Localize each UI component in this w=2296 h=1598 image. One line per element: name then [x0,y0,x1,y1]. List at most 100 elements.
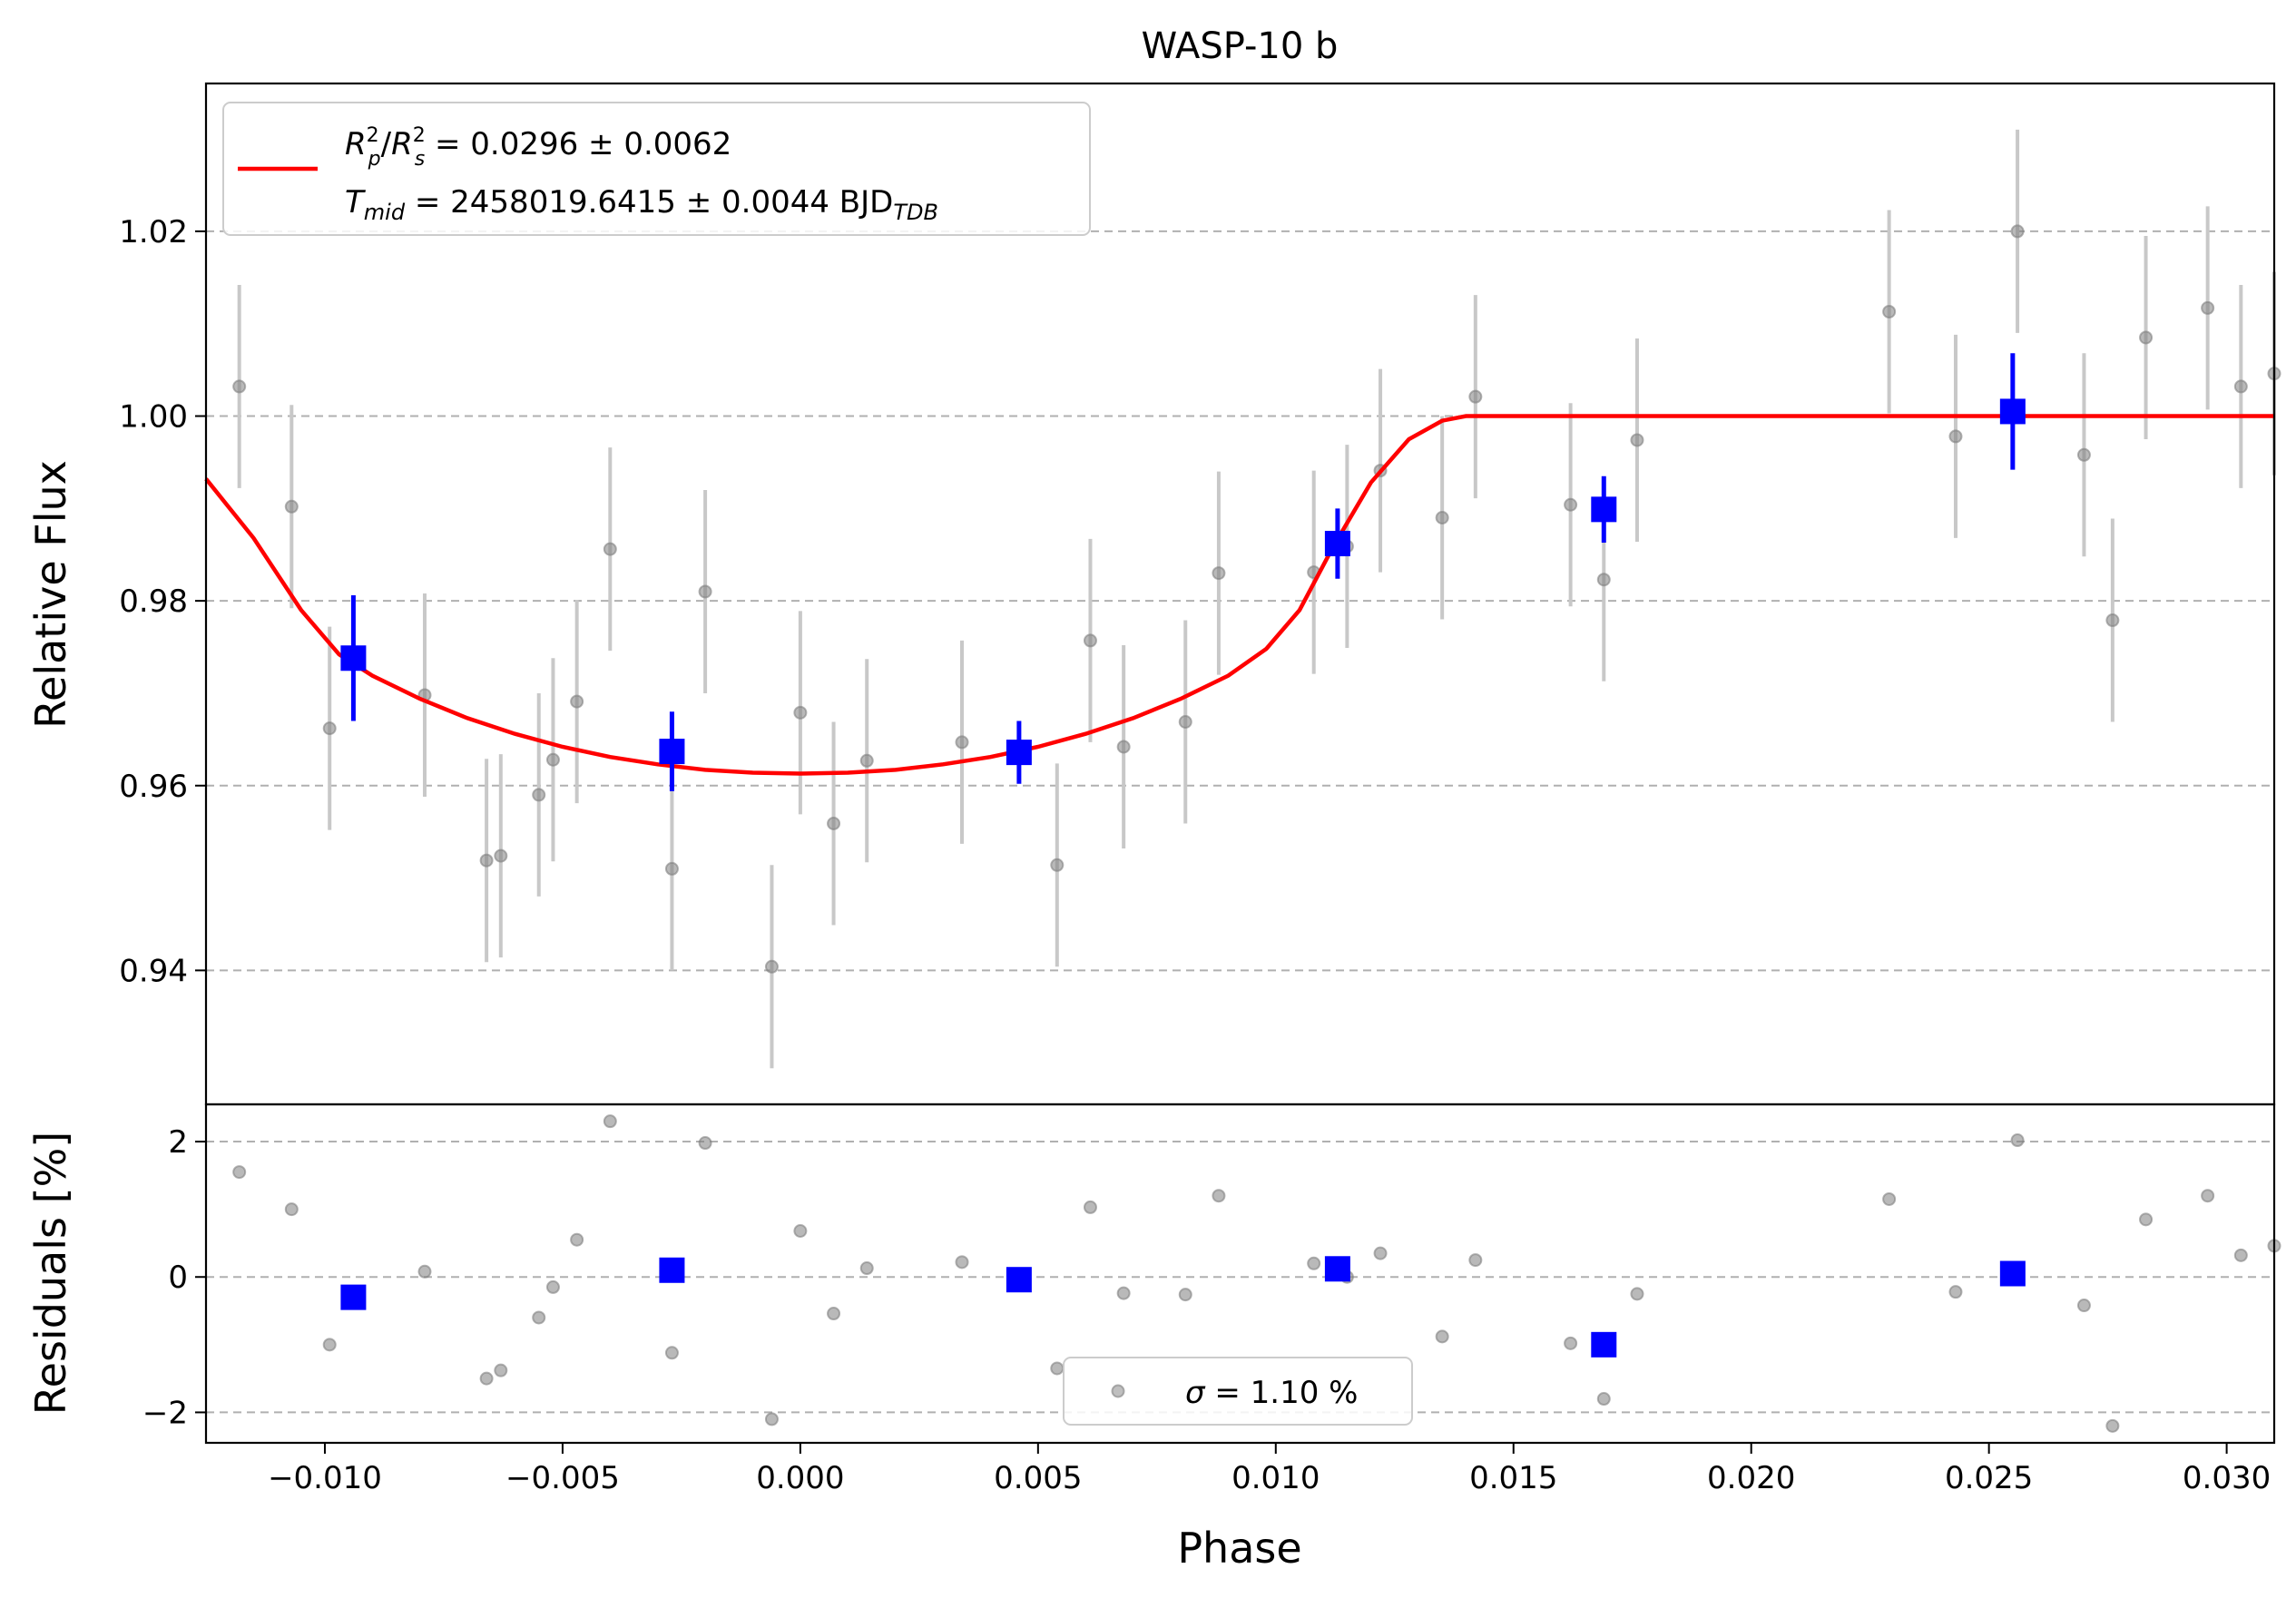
x-tick-label: 0.020 [1707,1460,1795,1496]
residual-raw-point [494,1363,508,1377]
main-y-tick-label: 0.96 [119,769,188,805]
residual-raw-point [2076,1299,2091,1313]
residual-raw-point [764,1412,779,1426]
residuals-legend: σ = 1.10 % [1063,1357,1413,1426]
residual-raw-point [1435,1329,1449,1344]
residual-raw-point [1564,1336,1578,1350]
residual-raw-point [284,1202,299,1217]
residual-raw-point [603,1114,617,1129]
residual-binned-point [1006,1267,1032,1293]
raw-data-point [1948,429,1963,444]
residual-raw-point [545,1279,560,1294]
residuals-binned-points [340,1256,2026,1358]
residual-raw-point [793,1224,808,1239]
binned-data-point [1999,398,2026,425]
x-axis-title: Phase [1177,1524,1301,1573]
legend-sigma: σ = 1.10 % [1185,1375,1358,1411]
residual-raw-point [1596,1392,1611,1407]
raw-data-point [232,379,247,394]
residual-raw-point [232,1165,247,1180]
raw-data-point [1564,497,1578,512]
residual-raw-point [1948,1285,1963,1299]
residual-raw-point [955,1255,969,1270]
residuals-y-tick-label: 0 [168,1260,188,1296]
raw-data-point [2139,330,2154,345]
raw-data-point [859,753,874,768]
raw-data-point [1178,715,1192,730]
raw-data-point [284,499,299,514]
raw-data-point [1083,633,1097,648]
raw-data-point [764,959,779,974]
binned-data-point [1324,531,1350,557]
raw-data-point [1882,304,1897,319]
residual-raw-point [1050,1361,1065,1376]
binned-data-point [659,739,685,765]
raw-data-point [955,735,969,750]
residual-raw-point [1468,1253,1483,1268]
residual-raw-point [2139,1212,2154,1227]
x-tick-label: 0.010 [1231,1460,1320,1496]
residual-raw-point [2010,1133,2025,1148]
residual-binned-point [1324,1256,1350,1282]
residual-raw-point [479,1371,494,1386]
raw-data-point [1212,566,1226,581]
x-tick-label: 0.030 [2183,1460,2271,1496]
main-y-tick-label: 1.02 [119,214,188,250]
raw-data-point [532,788,546,802]
residual-raw-point [1083,1200,1097,1214]
raw-data-point [1116,740,1131,754]
residual-binned-point [340,1284,367,1310]
raw-data-point [2233,379,2248,394]
main-raw-points [232,224,2281,974]
raw-data-point [2076,447,2091,462]
raw-data-point [2105,613,2120,628]
residual-raw-point [1178,1288,1192,1302]
main-legend: R2 p/R2 s = 0.0296 ± 0.0062 Tmid = 2458019… [222,102,1091,236]
residual-raw-point [532,1310,546,1325]
main-y-tick-label: 0.94 [119,953,188,989]
residuals-panel: −2 0 2 −0.010 −0.005 0.000 0.005 0.010 0.015 0.0… [26,1103,2281,1573]
x-tick-label: 0.025 [1945,1460,2033,1496]
residual-raw-point [2201,1189,2215,1203]
residual-binned-point [1999,1260,2026,1287]
main-y-tick-label: 1.00 [119,399,188,436]
main-panel: 0.94 0.96 0.98 1.00 1.02 R2 p/R2 s = 0.0296 ± … [26,82,2281,1106]
residual-raw-point [1212,1189,1226,1203]
residuals-y-ticks: −2 0 2 [142,1124,206,1431]
residual-raw-point [1882,1191,1897,1206]
raw-data-point [494,848,508,863]
raw-data-point [322,721,337,736]
raw-data-point [698,584,712,599]
residual-raw-point [664,1346,679,1360]
raw-data-point [664,861,679,876]
main-y-ticks: 0.94 0.96 0.98 1.00 1.02 [119,214,206,989]
binned-data-point [1591,496,1617,523]
binned-data-point [340,645,367,672]
main-y-tick-label: 0.98 [119,583,188,620]
raw-data-point [603,542,617,556]
residuals-axes-frame [204,1103,2276,1445]
residual-binned-point [1591,1331,1617,1358]
residual-raw-point [2233,1248,2248,1262]
x-tick-label: −0.005 [505,1460,620,1496]
residual-raw-point [1116,1286,1131,1300]
raw-data-point [793,705,808,720]
x-tick-label: 0.015 [1469,1460,1557,1496]
raw-data-point [570,694,584,709]
raw-data-point [2201,300,2215,315]
raw-data-point [827,816,841,830]
raw-data-point [1596,573,1611,587]
chart-title: WASP-10 b [1142,25,1339,67]
binned-data-point [1006,740,1032,766]
raw-data-point [1435,511,1449,525]
legend-mid-transit-time: Tmid = 2458019.6415 ± 0.0044 BJDTDB [345,184,938,225]
raw-data-point [479,853,494,868]
residuals-gridlines [206,1141,2274,1414]
main-y-axis-title: Relative Flux [26,460,75,729]
raw-data-point [1468,389,1483,404]
residual-raw-point [2105,1418,2120,1433]
legend-radius-ratio: R2 p/R2 s = 0.0296 ± 0.0062 [345,124,731,171]
residual-raw-point [1373,1246,1388,1260]
main-binned-points [340,398,2026,766]
